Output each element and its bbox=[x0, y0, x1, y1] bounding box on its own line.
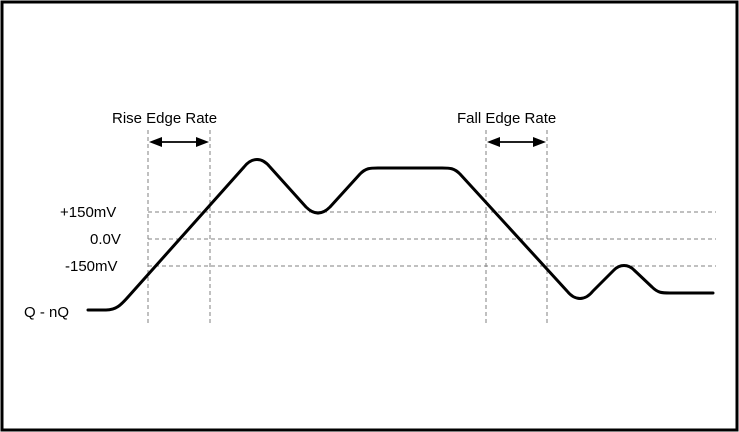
signal-label: Q - nQ bbox=[24, 304, 69, 321]
rise-edge-arrow bbox=[149, 137, 209, 147]
signal-waveform bbox=[86, 158, 715, 312]
rise-edge-rate-label: Rise Edge Rate bbox=[112, 110, 217, 127]
level-label-zero: 0.0V bbox=[90, 231, 121, 248]
fall-edge-arrow bbox=[487, 137, 546, 147]
level-label-plus150: +150mV bbox=[60, 204, 116, 221]
fall-edge-rate-label: Fall Edge Rate bbox=[457, 110, 556, 127]
level-label-minus150: -150mV bbox=[65, 258, 118, 275]
